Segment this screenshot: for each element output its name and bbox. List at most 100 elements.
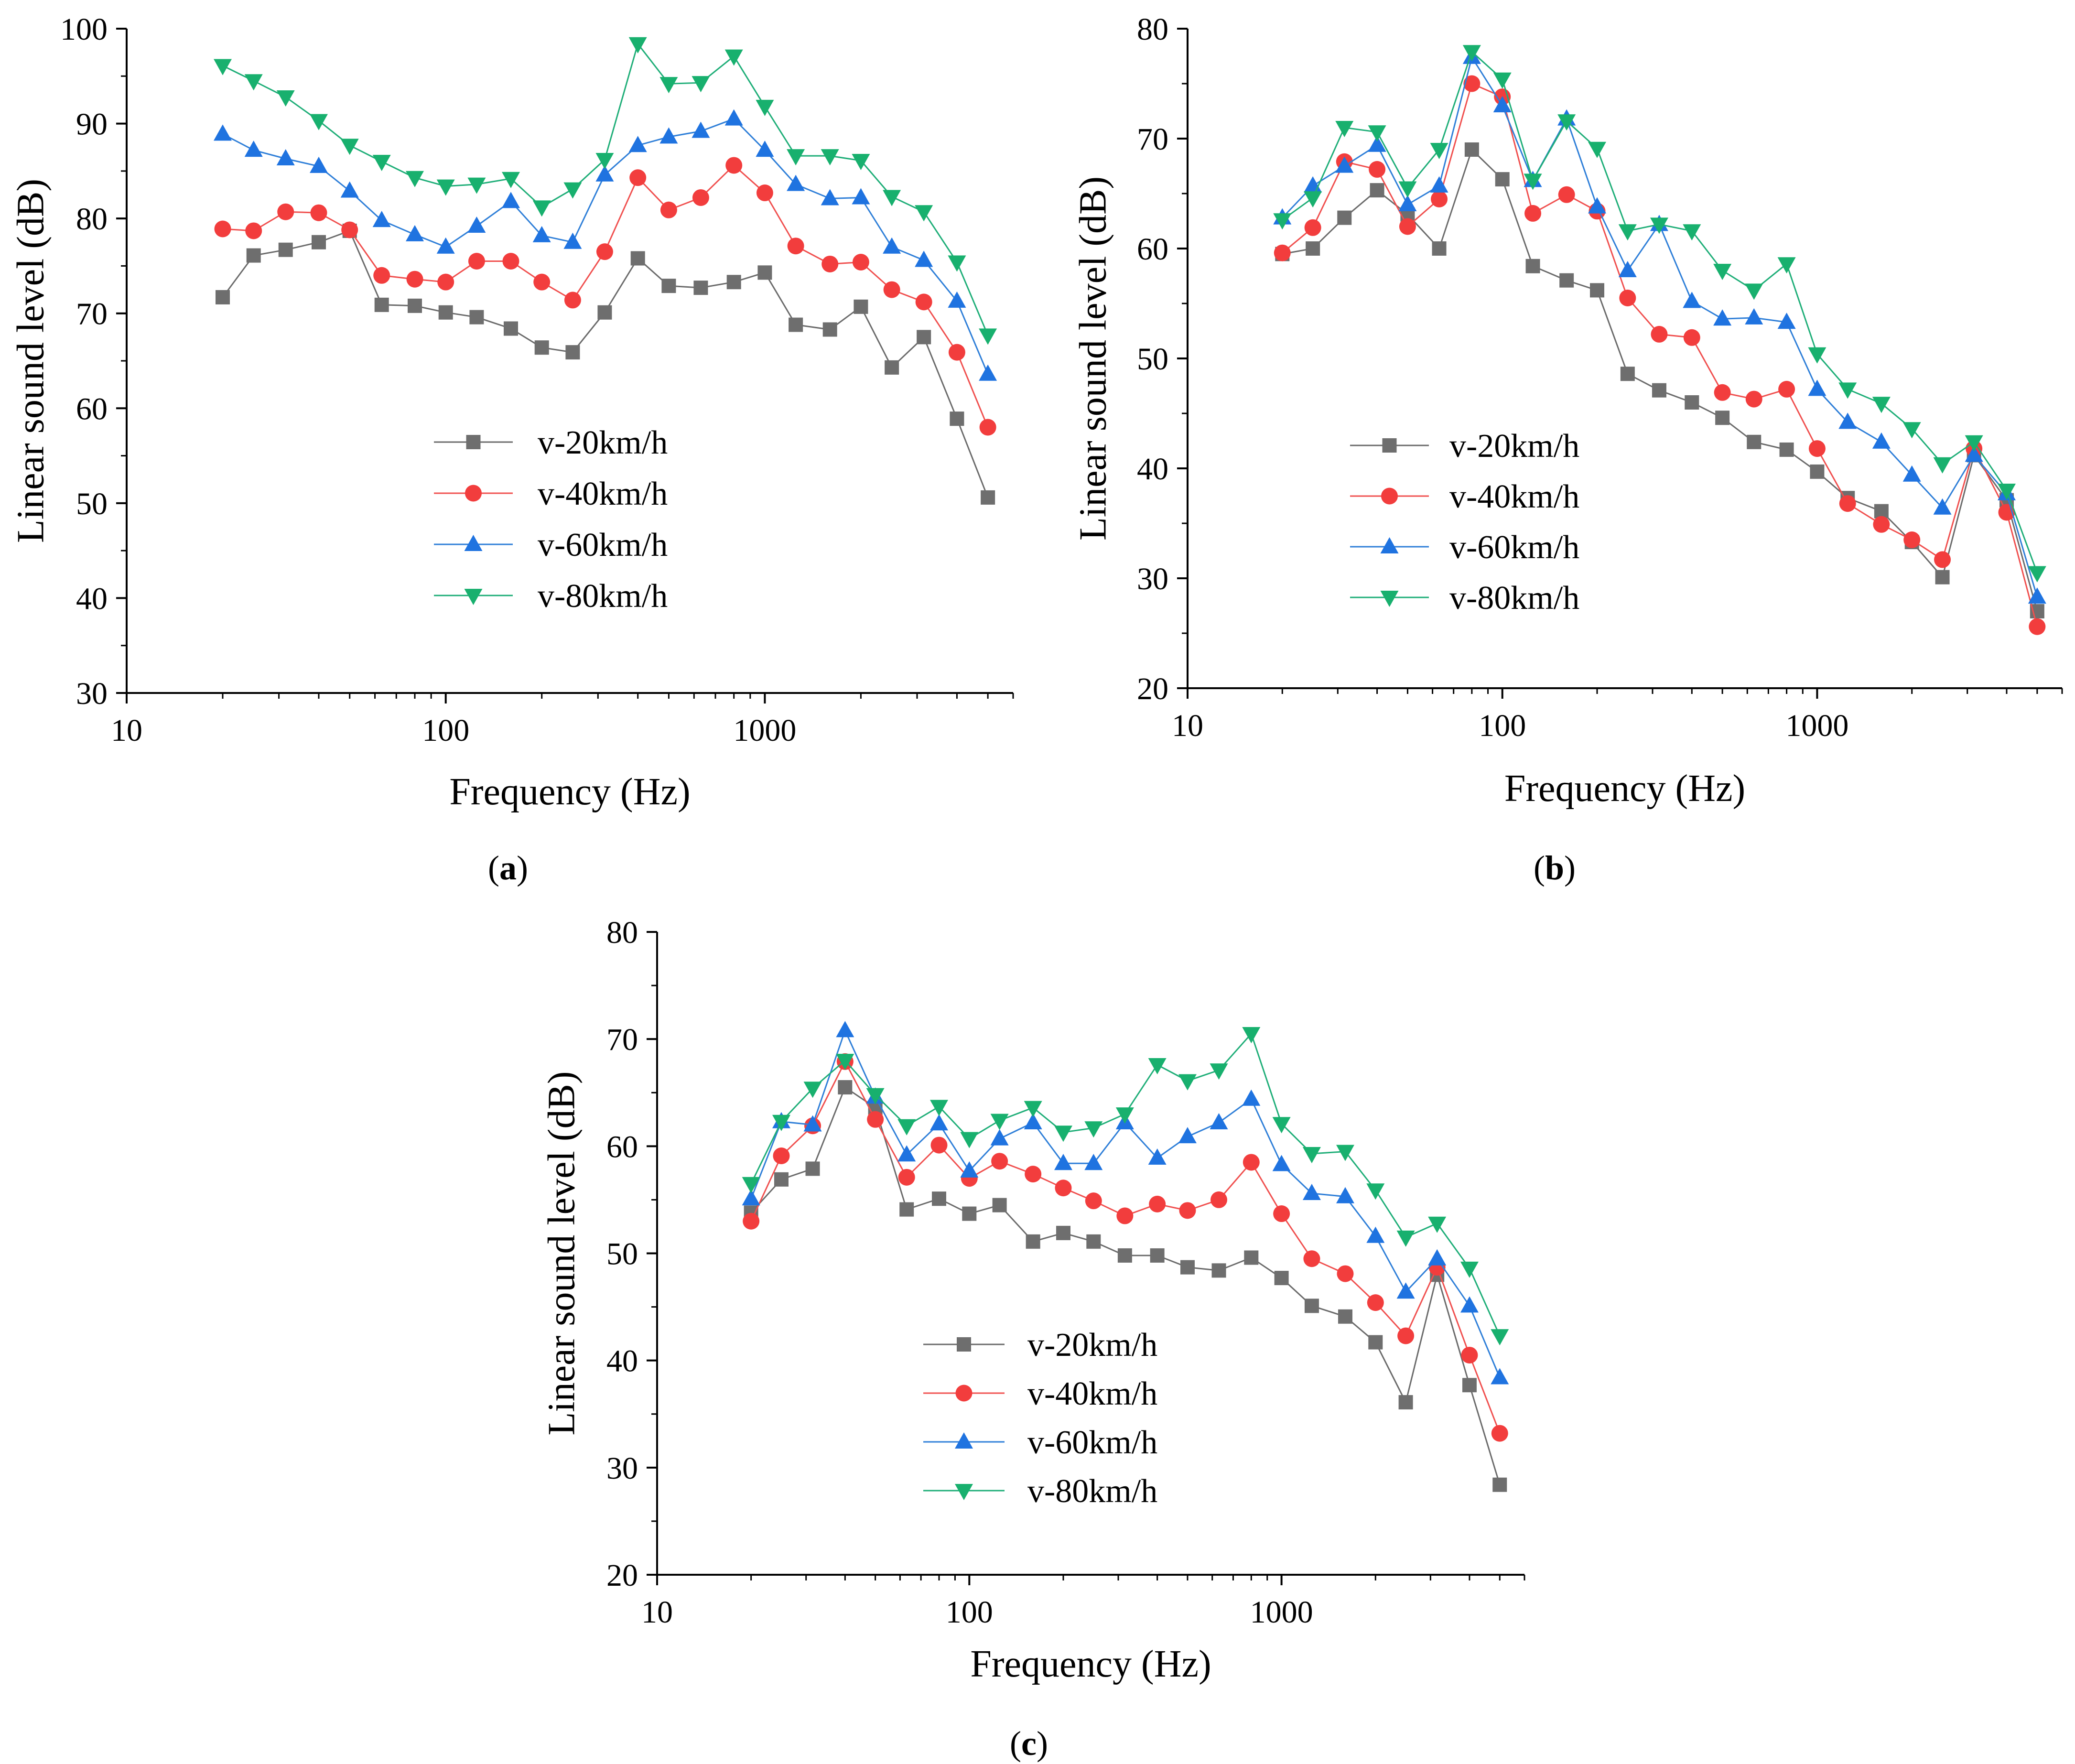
data-point: [883, 237, 901, 254]
data-point: [1304, 219, 1321, 236]
data-point: [406, 171, 424, 187]
legend-label: v-60km/h: [1449, 529, 1579, 566]
data-point: [341, 221, 358, 238]
data-point: [725, 157, 743, 174]
data-point: [504, 321, 519, 336]
data-point: [931, 1191, 946, 1206]
data-point: [310, 204, 327, 221]
data-point: [1493, 96, 1512, 112]
data-point: [948, 255, 966, 272]
y-tick-label: 90: [76, 107, 108, 142]
legend-marker: [1382, 438, 1397, 453]
data-point: [1903, 531, 1921, 548]
data-point: [1650, 217, 1668, 234]
data-point: [929, 1114, 948, 1131]
data-point: [1178, 1074, 1197, 1091]
data-point: [1025, 1166, 1042, 1183]
data-point: [1713, 264, 1732, 280]
legend-marker: [1380, 591, 1399, 607]
y-tick-label: 100: [60, 12, 108, 47]
y-tick-label: 30: [1137, 562, 1168, 596]
data-point: [1338, 1309, 1352, 1324]
panel-label-open: (: [488, 849, 499, 887]
y-tick-label: 60: [606, 1129, 638, 1164]
data-point: [1149, 1195, 1166, 1212]
data-point: [899, 1202, 914, 1217]
x-tick-label: 10: [111, 713, 142, 748]
legend-label: v-80km/h: [538, 578, 668, 615]
legend-marker: [955, 1385, 973, 1402]
data-point: [929, 1100, 948, 1116]
data-point: [1461, 1346, 1478, 1364]
data-point: [1430, 143, 1448, 159]
y-tick-label: 30: [606, 1451, 638, 1486]
data-point: [992, 1198, 1007, 1212]
data-point: [597, 305, 612, 320]
data-point: [1242, 1027, 1261, 1043]
legend-label: v-60km/h: [538, 527, 668, 563]
data-point: [1368, 1335, 1383, 1350]
data-point: [1683, 224, 1701, 241]
data-point: [1024, 1113, 1042, 1130]
data-point: [1369, 161, 1386, 178]
data-point: [960, 1161, 979, 1178]
data-point: [245, 222, 262, 239]
x-tick-label: 1000: [1785, 708, 1848, 743]
data-point: [979, 364, 997, 381]
data-point: [469, 310, 484, 325]
data-point: [502, 192, 520, 208]
data-point: [1396, 1230, 1415, 1247]
legend-marker: [466, 435, 481, 449]
data-point: [2028, 587, 2046, 604]
data-point: [962, 1206, 977, 1221]
legend-label: v-20km/h: [538, 424, 668, 461]
data-point: [1873, 516, 1890, 533]
data-point: [1747, 434, 1762, 449]
data-point: [1368, 125, 1386, 142]
data-point: [437, 273, 454, 291]
data-point: [1779, 442, 1794, 457]
data-point: [1366, 1183, 1385, 1200]
data-point: [1180, 1260, 1195, 1275]
data-point: [1525, 259, 1540, 273]
panel-label: (b): [1534, 849, 1576, 887]
data-point: [1810, 464, 1825, 479]
data-point: [630, 251, 645, 266]
data-point: [436, 179, 455, 196]
data-point: [821, 189, 839, 206]
data-point: [1463, 75, 1481, 92]
data-point: [1148, 1058, 1167, 1074]
legend-label: v-40km/h: [1449, 478, 1579, 515]
data-point: [1460, 1296, 1479, 1313]
data-point: [854, 299, 868, 314]
data-point: [1337, 1265, 1354, 1282]
data-point: [742, 1177, 760, 1193]
data-point: [372, 211, 391, 227]
panel-label: (a): [488, 849, 528, 887]
legend-marker: [465, 485, 482, 502]
legend: v-20km/h v-40km/h v-60km/h v-80km/h: [1350, 428, 1579, 617]
data-point: [852, 188, 870, 205]
data-point: [1902, 465, 1921, 482]
data-point: [1367, 1294, 1384, 1311]
data-point: [244, 74, 263, 91]
legend-marker: [1381, 487, 1398, 505]
data-point: [1524, 205, 1542, 222]
data-point: [310, 114, 328, 130]
data-point: [277, 203, 294, 220]
y-tick-label: 80: [1137, 12, 1168, 47]
legend-label: v-40km/h: [1027, 1375, 1157, 1412]
data-point: [1683, 292, 1701, 308]
panel-label-letter: c: [1021, 1724, 1037, 1763]
y-tick-label: 20: [1137, 671, 1168, 706]
data-point: [1115, 1107, 1134, 1124]
data-point: [1559, 273, 1574, 288]
data-point: [2029, 618, 2046, 635]
data-point: [1304, 1299, 1319, 1313]
data-point: [756, 141, 774, 157]
data-point: [564, 292, 581, 309]
data-point: [1210, 1063, 1228, 1080]
data-point: [1808, 347, 1826, 364]
data-point: [1398, 181, 1417, 198]
